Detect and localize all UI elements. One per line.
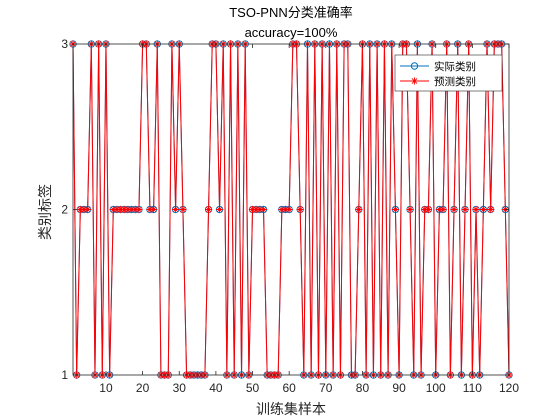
data-point-predicted (146, 205, 154, 214)
data-point-predicted (80, 205, 88, 214)
data-point-predicted (256, 205, 264, 214)
data-point-predicted (435, 205, 443, 214)
x-axis: 10 20 30 40 50 60 70 80 90 100 110 120 (99, 44, 519, 395)
x-tick-label: 50 (246, 381, 260, 395)
data-point-predicted (450, 205, 458, 214)
data-point-predicted (204, 205, 213, 214)
x-tick-label: 60 (282, 381, 296, 395)
data-point-predicted (424, 205, 432, 214)
legend-box (394, 54, 503, 92)
legend-star-icon (410, 77, 419, 85)
data-point-predicted (355, 205, 363, 214)
data-point-predicted (439, 205, 447, 214)
data-point-predicted (278, 205, 286, 214)
chart-subtitle: accuracy=100% (245, 25, 338, 40)
data-point-predicted (128, 205, 136, 214)
chart-title: TSO-PNN分类准确率 (229, 5, 353, 20)
data-point-predicted (421, 205, 429, 214)
data-point-predicted (296, 205, 304, 214)
data-point-predicted (406, 205, 414, 214)
x-axis-label: 训练集样本 (256, 401, 326, 418)
legend-label-actual: 实际类别 (434, 60, 476, 73)
data-point-predicted (120, 205, 128, 214)
data-point-predicted (215, 205, 224, 214)
x-tick-label: 90 (392, 381, 406, 395)
data-point-predicted (472, 205, 480, 214)
data-point-predicted (259, 205, 268, 214)
data-point-predicted (131, 205, 139, 214)
y-axis-label: 类别标签 (37, 184, 54, 240)
data-point-predicted (124, 205, 132, 214)
data-point-predicted (171, 205, 180, 214)
data-point-predicted (113, 205, 121, 214)
legend: 实际类别 预测类别 (394, 54, 503, 92)
x-tick-label: 20 (136, 381, 150, 395)
data-point-predicted (179, 205, 187, 214)
y-tick-label: 1 (61, 368, 68, 382)
x-tick-label: 40 (209, 381, 223, 395)
data-point-predicted (285, 205, 293, 214)
legend-marker-actual (410, 62, 419, 70)
x-tick-label: 30 (173, 381, 187, 395)
data-point-predicted (76, 205, 84, 214)
x-tick-label: 110 (463, 381, 482, 395)
data-point-predicted (135, 205, 143, 214)
x-tick-label: 10 (99, 381, 113, 395)
data-point-predicted (479, 205, 487, 214)
x-tick-label: 80 (356, 381, 370, 395)
data-point-predicted (487, 205, 495, 214)
legend-marker-predicted (410, 77, 419, 85)
data-point-predicted (252, 205, 260, 214)
legend-label-predicted: 预测类别 (434, 75, 476, 88)
x-tick-label: 100 (426, 381, 446, 395)
x-tick-label: 120 (499, 381, 519, 395)
y-tick-label: 2 (61, 203, 68, 217)
data-point-predicted (84, 205, 92, 214)
data-point-predicted (150, 205, 158, 214)
x-tick-label: 70 (319, 381, 333, 395)
data-point-predicted (117, 205, 125, 214)
data-point-predicted (248, 205, 257, 214)
data-point-predicted (109, 205, 117, 214)
data-point-predicted (461, 205, 469, 214)
y-axis: 1 2 3 (61, 37, 509, 382)
y-tick-label: 3 (61, 37, 68, 51)
data-point-predicted (391, 205, 400, 214)
data-point-predicted (281, 205, 290, 214)
